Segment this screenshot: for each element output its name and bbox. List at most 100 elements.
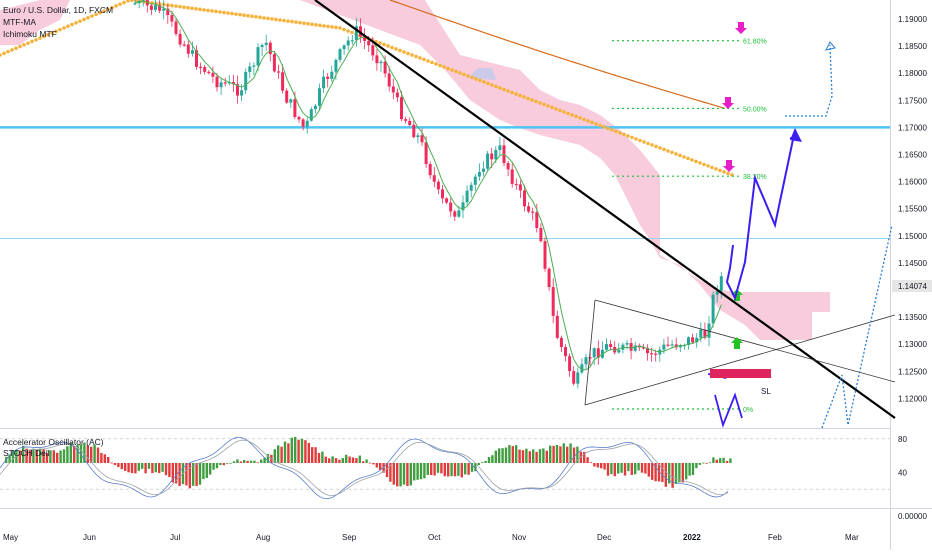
ma-orange-dot: [698, 161, 702, 165]
price-axis-label: 1.16500: [898, 151, 927, 160]
candle-body: [617, 349, 621, 353]
ac-bar: [430, 463, 433, 476]
ac-bar: [120, 463, 123, 470]
ma-orange-dot: [62, 26, 66, 30]
ac-bar: [328, 458, 331, 463]
ac-bar: [127, 463, 130, 473]
ac-bar: [253, 460, 256, 463]
ma-orange-dot: [58, 27, 62, 32]
ma-orange-dot: [726, 171, 730, 176]
ac-bar: [256, 462, 259, 464]
ma-orange-dot: [586, 119, 590, 123]
ac-bar: [15, 449, 18, 463]
ma-orange-dot: [54, 29, 58, 34]
ma-orange-dot: [474, 77, 478, 81]
candle-body: [445, 198, 449, 203]
ma-orange-dot: [682, 155, 686, 159]
candle-body: [141, 0, 145, 1]
ma-orange-dot: [246, 13, 250, 18]
candle-body: [564, 347, 567, 357]
ac-bar: [447, 463, 450, 477]
ma-orange-dot: [538, 101, 542, 105]
candle-body: [244, 71, 248, 91]
ac-bar: [542, 448, 545, 463]
ac-bar: [66, 446, 69, 463]
ac-bar: [487, 457, 491, 463]
ma-orange-dot: [214, 9, 218, 14]
ac-bar: [42, 448, 45, 463]
ma-orange-dot: [578, 116, 582, 120]
ma-orange-dot: [66, 24, 70, 29]
ma-orange-dot: [218, 10, 222, 14]
ac-bar: [287, 443, 290, 463]
candle-body: [383, 61, 387, 74]
ma-orange-dot: [298, 20, 302, 25]
price-axis-label: 1.12000: [898, 394, 927, 403]
ac-bar: [273, 449, 276, 463]
projection-dotted-lower: [821, 224, 893, 429]
ac-bar: [229, 462, 232, 464]
ac-bar: [664, 463, 667, 487]
candle-body: [400, 97, 403, 120]
ac-bar: [379, 463, 382, 471]
ma-orange-dot: [94, 12, 98, 17]
candle-body: [703, 329, 707, 338]
ma-orange-dot: [186, 5, 190, 10]
ma-orange-dot: [378, 41, 382, 45]
ac-bar: [73, 446, 76, 463]
candle-body: [580, 364, 584, 373]
ac-bar: [640, 463, 644, 473]
candle-body: [424, 142, 428, 165]
ma-orange-dot: [402, 50, 406, 54]
ma-orange-dot: [618, 131, 622, 135]
candle-body: [477, 171, 481, 177]
candle-body: [498, 145, 502, 151]
ac-bar: [351, 457, 355, 463]
ac-bar: [545, 450, 548, 463]
ma-orange-dot: [274, 17, 278, 22]
ma-orange-dot: [718, 168, 722, 173]
ac-bar: [450, 463, 453, 477]
ma-orange-dot: [482, 80, 486, 84]
ma-orange-dot: [262, 16, 266, 20]
time-axis-label: Jun: [83, 533, 96, 542]
candle-body: [309, 109, 313, 121]
ac-bar: [708, 462, 712, 464]
candle-body: [490, 153, 494, 160]
current-price-tag: [892, 279, 932, 292]
candle-body: [395, 92, 399, 98]
ichimoku-cloud-left: [0, 0, 70, 45]
ac-bar: [722, 457, 725, 463]
candle-body: [453, 211, 457, 217]
price-axis-label: 1.18000: [898, 69, 927, 78]
price-axis-label: 1.14500: [898, 259, 927, 268]
ac-bar: [668, 463, 671, 484]
ac-bar: [657, 463, 661, 482]
candle-body: [523, 190, 526, 207]
ac-bar: [205, 463, 208, 479]
candle-body: [408, 120, 412, 125]
candle-body: [436, 181, 440, 190]
ac-bar: [562, 443, 565, 463]
ac-bar: [419, 463, 423, 480]
ma-orange-dot: [290, 19, 294, 24]
ac-bar: [185, 463, 188, 486]
ma-orange-dot: [602, 125, 606, 129]
ac-bar: [76, 444, 79, 463]
ac-bar: [443, 463, 446, 477]
ma-orange-dot: [350, 30, 354, 35]
price-axis-label: 1.18500: [898, 42, 927, 51]
ac-bar: [467, 463, 470, 475]
osc-axis-label-40: 40: [898, 468, 907, 477]
ac-bar: [147, 463, 151, 469]
ac-bar: [549, 445, 552, 463]
candle-body: [174, 21, 178, 34]
ma-orange-dot: [86, 15, 90, 20]
ac-bar: [501, 448, 504, 463]
ma-orange-dot: [310, 22, 314, 27]
ma-orange-dot: [670, 150, 674, 155]
ac-bar: [117, 463, 120, 468]
ma-orange-dot: [30, 39, 34, 44]
